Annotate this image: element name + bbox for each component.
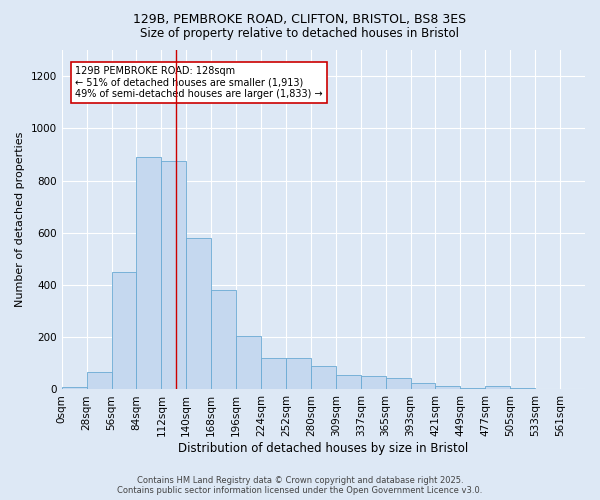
Bar [112, 272, 136, 390]
Bar [261, 358, 286, 390]
Bar [460, 388, 485, 390]
Bar [236, 336, 261, 390]
Bar [485, 386, 510, 390]
Bar [86, 372, 112, 390]
Bar [361, 376, 386, 390]
Bar [436, 386, 460, 390]
Bar [186, 238, 211, 390]
Y-axis label: Number of detached properties: Number of detached properties [15, 132, 25, 308]
Bar [211, 290, 236, 390]
Bar [136, 157, 161, 390]
Text: Size of property relative to detached houses in Bristol: Size of property relative to detached ho… [140, 28, 460, 40]
Bar [286, 358, 311, 390]
Bar [311, 366, 336, 390]
Bar [161, 161, 186, 390]
Bar [560, 389, 585, 390]
Bar [386, 378, 410, 390]
Text: Contains HM Land Registry data © Crown copyright and database right 2025.
Contai: Contains HM Land Registry data © Crown c… [118, 476, 482, 495]
X-axis label: Distribution of detached houses by size in Bristol: Distribution of detached houses by size … [178, 442, 469, 455]
Bar [336, 375, 361, 390]
Text: 129B, PEMBROKE ROAD, CLIFTON, BRISTOL, BS8 3ES: 129B, PEMBROKE ROAD, CLIFTON, BRISTOL, B… [133, 12, 467, 26]
Bar [535, 389, 560, 390]
Bar [510, 388, 535, 390]
Bar [62, 388, 86, 390]
Text: 129B PEMBROKE ROAD: 128sqm
← 51% of detached houses are smaller (1,913)
49% of s: 129B PEMBROKE ROAD: 128sqm ← 51% of deta… [75, 66, 323, 99]
Bar [410, 383, 436, 390]
